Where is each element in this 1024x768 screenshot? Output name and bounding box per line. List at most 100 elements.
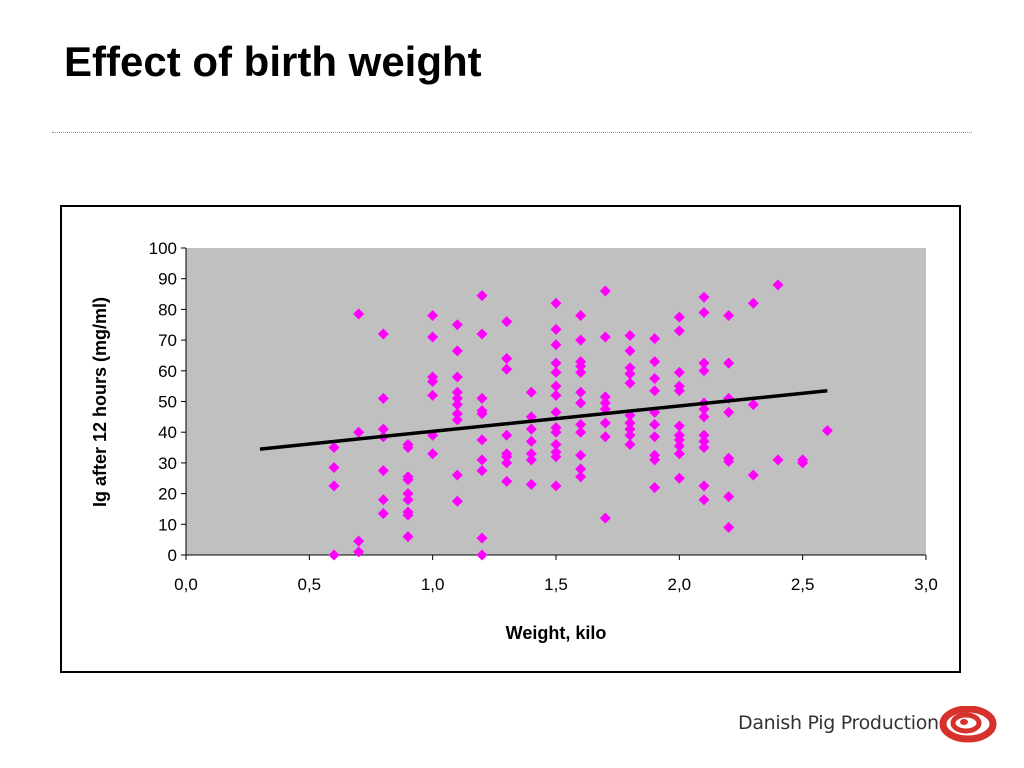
data-point [575, 356, 587, 368]
data-point [451, 408, 463, 420]
data-point [525, 454, 537, 466]
data-point [821, 425, 833, 437]
data-point [624, 345, 636, 357]
scatter-chart: 0 10 20 30 40 50 60 70 80 90 100 0,0 0,5 1,0 1,5 2,0 2,5… [90, 239, 938, 643]
data-point [550, 357, 562, 369]
data-point [673, 472, 685, 484]
data-point [698, 365, 710, 377]
data-point [599, 331, 611, 343]
data-point [476, 405, 488, 417]
data-point [501, 475, 513, 487]
data-point [525, 448, 537, 460]
data-point [723, 357, 735, 369]
data-point [377, 423, 389, 435]
data-point [402, 531, 414, 543]
data-point [649, 431, 661, 443]
data-point [698, 357, 710, 369]
data-point [698, 442, 710, 454]
data-point [353, 308, 365, 320]
data-point [550, 406, 562, 418]
data-point [599, 512, 611, 524]
data-point [550, 380, 562, 392]
data-points [328, 279, 833, 561]
data-point [501, 457, 513, 469]
data-point [476, 454, 488, 466]
y-tick-label: 40 [158, 423, 177, 442]
data-point [649, 385, 661, 397]
data-point [427, 331, 439, 343]
data-point [353, 535, 365, 547]
axes: 0 10 20 30 40 50 60 70 80 90 100 0,0 0,5 1,0 1,5 2,0 2,5… [149, 239, 938, 594]
x-tick-label: 1,5 [544, 575, 568, 594]
data-point [476, 549, 488, 561]
data-point [328, 549, 340, 561]
data-point [673, 311, 685, 323]
data-point [747, 399, 759, 411]
data-point [624, 368, 636, 380]
data-point [673, 448, 685, 460]
data-point [624, 377, 636, 389]
danish-pig-production-logo-icon [939, 706, 997, 743]
data-point [550, 297, 562, 309]
data-point [451, 371, 463, 383]
data-point [673, 429, 685, 441]
data-point [377, 465, 389, 477]
data-point [451, 399, 463, 411]
data-point [550, 339, 562, 351]
data-point [476, 434, 488, 446]
data-point [501, 363, 513, 375]
slide-title: Effect of birth weight [64, 38, 482, 85]
data-point [353, 426, 365, 438]
data-point [673, 380, 685, 392]
data-point [649, 419, 661, 431]
y-tick-label: 100 [149, 239, 177, 258]
brand-footer: Danish Pig Production [738, 706, 1008, 746]
data-point [723, 491, 735, 503]
data-point [501, 448, 513, 460]
data-point [599, 397, 611, 409]
data-point [575, 397, 587, 409]
data-point [550, 389, 562, 401]
data-point [698, 435, 710, 447]
data-point [427, 371, 439, 383]
data-point [550, 446, 562, 458]
data-point [624, 362, 636, 374]
data-point [649, 449, 661, 461]
data-point [328, 462, 340, 474]
data-point [575, 471, 587, 483]
data-point [624, 438, 636, 450]
data-point [427, 310, 439, 322]
data-point [377, 392, 389, 404]
data-point [427, 389, 439, 401]
data-point [624, 329, 636, 341]
y-tick-label: 30 [158, 454, 177, 473]
data-point [402, 506, 414, 518]
data-point [575, 419, 587, 431]
data-point [649, 333, 661, 345]
data-point [599, 285, 611, 297]
data-point [451, 495, 463, 507]
data-point [402, 488, 414, 500]
y-tick-label: 90 [158, 270, 177, 289]
data-point [698, 480, 710, 492]
x-tick-label: 3,0 [914, 575, 938, 594]
data-point [501, 429, 513, 441]
data-point [377, 508, 389, 520]
data-point [673, 420, 685, 432]
trendline-layer [259, 389, 828, 451]
data-point [575, 463, 587, 475]
data-point [698, 403, 710, 415]
data-point [747, 297, 759, 309]
data-point [624, 423, 636, 435]
data-point [723, 521, 735, 533]
data-point [402, 471, 414, 483]
data-point [550, 480, 562, 492]
x-tick-label: 1,0 [421, 575, 445, 594]
y-tick-label: 50 [158, 393, 177, 412]
x-axis-title: Weight, kilo [506, 623, 607, 643]
y-tick-label: 0 [168, 546, 177, 565]
data-point [402, 438, 414, 450]
data-point [328, 480, 340, 492]
plot-area [186, 248, 926, 555]
trendline [259, 389, 828, 451]
